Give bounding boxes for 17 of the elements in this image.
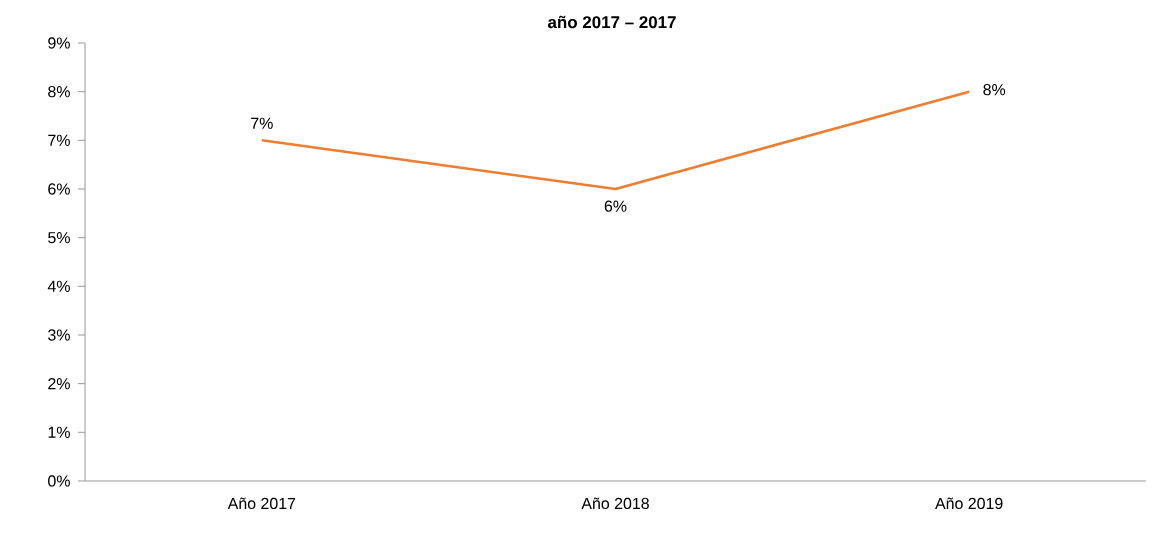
y-tick-label: 0% [48,475,70,487]
y-tick-label: 5% [48,232,70,244]
y-tick-label: 9% [48,37,70,49]
x-tick-label: Año 2019 [935,497,1003,510]
y-tick-label: 7% [48,134,70,146]
data-label: 8% [983,84,1006,96]
chart-title: año 2017 – 2017 [548,15,676,29]
y-tick-label: 2% [48,378,70,390]
y-tick-label: 8% [48,86,70,98]
data-label: 7% [251,117,273,129]
data-label: 6% [604,200,627,212]
x-tick-label: Año 2018 [581,497,649,510]
y-tick-label: 1% [48,426,70,438]
y-tick-label: 6% [48,183,70,195]
y-tick-label: 4% [47,280,70,292]
x-tick-label: Año 2017 [227,497,296,510]
y-tick-label: 3% [48,329,70,341]
